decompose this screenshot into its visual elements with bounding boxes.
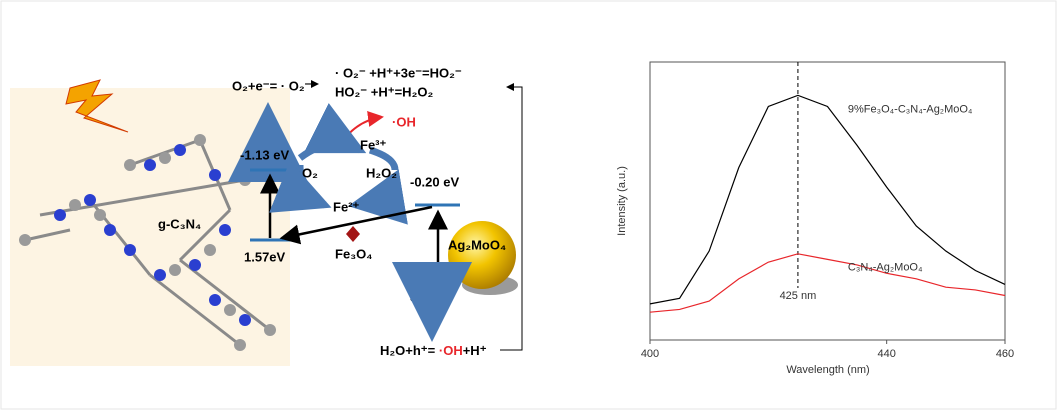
series-line: [650, 95, 1005, 303]
y-axis-label: Intensity (a.u.): [616, 166, 628, 236]
spectrum-chart: Wavelength (nm) Intensity (a.u.) 400 440 4…: [616, 62, 1014, 376]
x-tick-label: 400: [641, 348, 659, 360]
ag-label: Ag₂MoO₄: [448, 237, 506, 252]
equation-part: +H⁺: [463, 343, 487, 358]
fe3: Fe³⁺: [360, 137, 387, 152]
equation: HO₂⁻ +H⁺=H₂O₂: [335, 84, 433, 99]
vb-energy: 3.06 eV: [410, 289, 455, 304]
fe3o4-icon: [346, 226, 360, 242]
equation-part: H₂O+h⁺=: [380, 343, 439, 358]
h2o2: H₂O₂: [366, 165, 397, 180]
series-line: [650, 254, 1005, 312]
cb-energy: -0.20 eV: [410, 174, 459, 189]
equation: · O₂⁻ +H⁺+3e⁻=HO₂⁻: [335, 65, 462, 80]
series-label: C₃N₄-Ag₂MoO₄: [848, 262, 923, 274]
o2: O₂: [302, 165, 318, 180]
equation-part: ·OH: [439, 343, 463, 358]
x-axis-label: Wavelength (nm): [786, 364, 869, 376]
figure: g-C₃N₄ O₂+e⁻= · O₂⁻ · O₂⁻ +H⁺+3e⁻=HO₂⁻ H…: [0, 0, 1057, 410]
red-arrow: [345, 117, 382, 138]
ag-sphere: [448, 221, 516, 289]
hydroxyl: ·OH: [392, 114, 416, 129]
cycle-line: [500, 87, 522, 350]
equation: O₂+e⁻= · O₂⁻: [232, 78, 312, 93]
fe2: Fe²⁺: [333, 199, 360, 214]
vb-energy: 1.57eV: [244, 249, 286, 264]
gcn-label: g-C₃N₄: [158, 216, 201, 231]
x-tick-label: 440: [877, 348, 895, 360]
series-label: 9%Fe₃O₄-C₃N₄-Ag₂MoO₄: [848, 103, 973, 115]
annotation: 425 nm: [780, 290, 817, 302]
fe3o4-label: Fe₃O₄: [335, 246, 373, 261]
cycle-arrow: [300, 144, 360, 158]
equation: H₂O+h⁺= ·OH+H⁺: [380, 343, 487, 358]
mechanism-diagram: g-C₃N₄ O₂+e⁻= · O₂⁻ · O₂⁻ +H⁺+3e⁻=HO₂⁻ H…: [10, 65, 522, 366]
x-tick-label: 460: [996, 348, 1014, 360]
cb-energy: -1.13 eV: [240, 147, 289, 162]
